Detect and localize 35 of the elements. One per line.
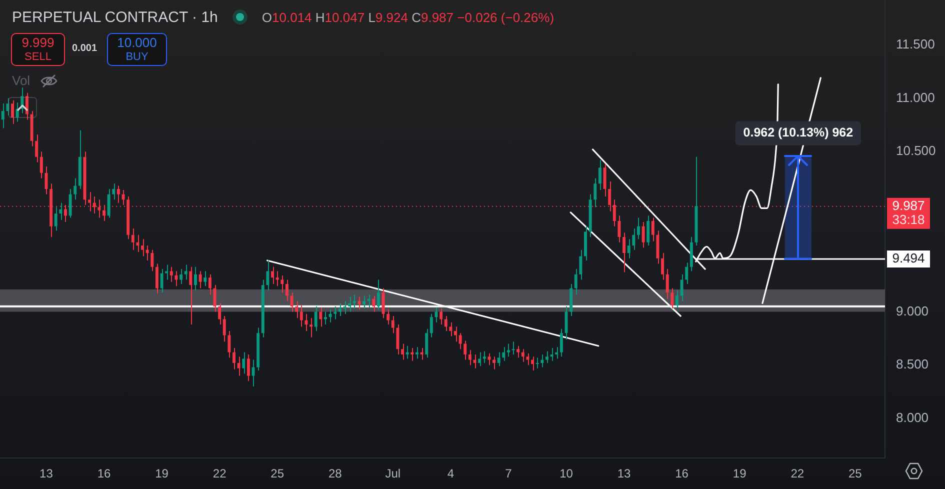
x-tick-label: 7 (505, 466, 512, 481)
x-tick-label: 10 (560, 466, 574, 481)
x-tick-label: 25 (270, 466, 284, 481)
x-tick-label: 22 (790, 466, 804, 481)
x-tick-label: 19 (732, 466, 747, 481)
annotation: 0.001 (72, 43, 98, 54)
text: PERPETUAL CONTRACT · 1h (12, 8, 218, 26)
y-tick-label: 9.000 (896, 303, 929, 318)
annotation: BUY (126, 50, 148, 64)
sell-button: 9.999 SELL (11, 33, 65, 66)
x-tick-label: 13 (40, 466, 54, 481)
x-tick-label: Jul (385, 466, 401, 481)
annotation: Vol (12, 73, 30, 88)
x-tick-label: 16 (675, 466, 689, 481)
y-tick-label: 10.500 (896, 143, 936, 158)
y-tick-label: 8.000 (896, 410, 929, 426)
annotation: SELL (24, 50, 52, 64)
y-tick-label: 8.500 (896, 356, 929, 372)
x-tick-label: 25 (848, 466, 862, 481)
x-tick-label: 22 (212, 466, 227, 481)
x-tick-label: 13 (617, 466, 632, 481)
x-tick-label: 19 (155, 466, 169, 481)
text: O10.014 H10.047 L9.924 C9.987 −0.026 (−0.26%) (262, 10, 554, 24)
buy-button: 10.000 BUY (107, 33, 167, 66)
x-tick-label: 16 (97, 466, 111, 481)
y-tick-label: 11.500 (896, 36, 935, 52)
data-label: 9.494 (892, 250, 925, 266)
y-tick-label: 11.000 (896, 90, 935, 105)
x-tick-label: 28 (328, 466, 342, 481)
ref-line-label: 9.987 (892, 198, 925, 213)
annotation: 9.999 (22, 34, 54, 51)
x-tick-label: 4 (447, 466, 454, 481)
text: 33:18 (892, 212, 925, 227)
data-label: 0.962 (10.13%) 962 (743, 126, 854, 140)
annotation: 10.000 (117, 34, 157, 51)
